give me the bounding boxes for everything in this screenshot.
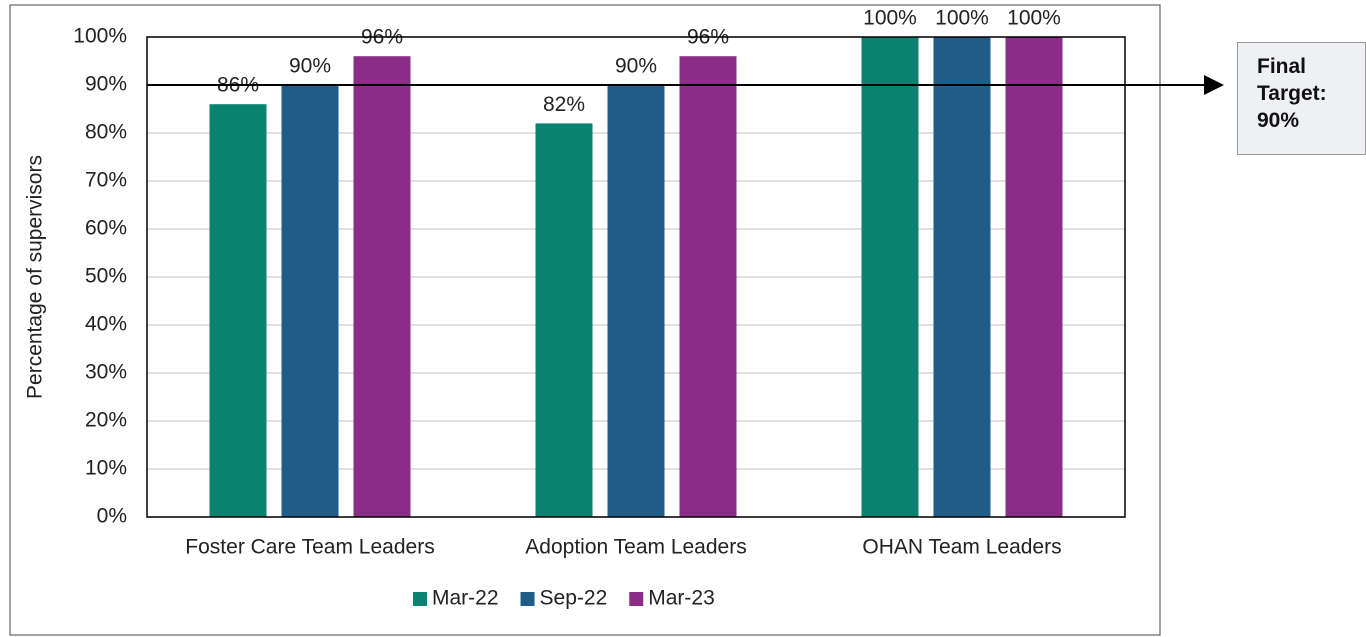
bar [1005,37,1063,517]
x-tick-label: Foster Care Team Leaders [185,536,434,559]
bar [933,37,991,517]
y-tick-label: 80% [85,121,127,144]
y-axis-label: Percentage of supervisors [24,155,47,399]
data-label: 100% [935,7,989,30]
legend-swatch [413,592,427,606]
legend-label: Sep-22 [540,587,608,610]
bar [679,56,737,517]
y-tick-label: 0% [97,505,127,528]
legend-label: Mar-22 [432,587,499,610]
bar [607,85,665,517]
bar [353,56,411,517]
bar [861,37,919,517]
y-tick-label: 30% [85,361,127,384]
data-label: 90% [289,55,331,78]
y-tick-label: 20% [85,409,127,432]
data-label: 90% [615,55,657,78]
y-tick-label: 90% [85,73,127,96]
legend-swatch [629,592,644,606]
x-tick-label: OHAN Team Leaders [862,536,1061,559]
legend-swatch [520,592,535,606]
chart-border [9,4,1161,636]
data-label: 82% [543,93,585,116]
y-tick-label: 70% [85,169,127,192]
plot-border [146,36,1126,518]
y-tick-label: 100% [73,25,127,48]
data-label: 100% [1007,7,1061,30]
bar [535,123,593,518]
y-tick-label: 60% [85,217,127,240]
target-label: Final Target: 90% [1257,55,1327,132]
y-tick-label: 40% [85,313,127,336]
bar [281,85,339,517]
data-label: 100% [863,7,917,30]
target-annotation: Final Target: 90% [1237,42,1366,155]
x-tick-label: Adoption Team Leaders [525,536,746,559]
legend-label: Mar-23 [648,587,715,610]
y-tick-label: 10% [85,457,127,480]
bar [209,104,267,517]
y-tick-label: 50% [85,265,127,288]
